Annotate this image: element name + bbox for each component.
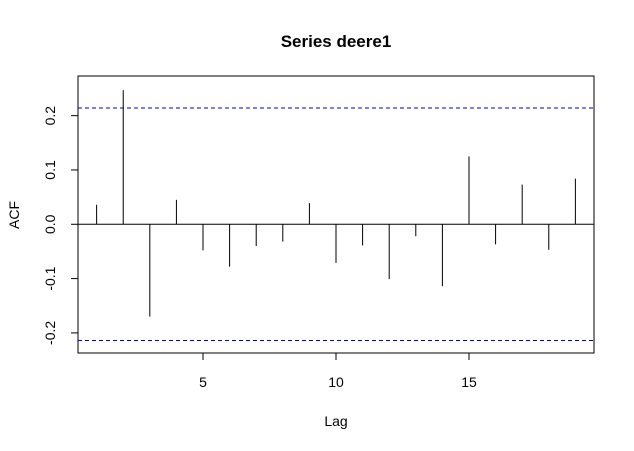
y-axis: -0.2 -0.1 0.0 0.1 0.2 [42, 106, 79, 345]
x-tick-label: 5 [199, 374, 207, 390]
y-axis-label: ACF [6, 201, 22, 229]
y-tick-label: -0.2 [42, 321, 58, 345]
x-tick-label: 15 [461, 374, 477, 390]
chart-title: Series deere1 [281, 32, 392, 51]
y-tick-label: 0.2 [42, 106, 58, 126]
y-tick-label: 0.0 [42, 214, 58, 234]
confidence-lines [78, 107, 594, 342]
acf-bars [96, 90, 576, 317]
y-tick-label: -0.1 [42, 266, 58, 290]
y-tick-label: 0.1 [42, 160, 58, 180]
x-tick-label: 10 [328, 374, 344, 390]
x-axis: 5 10 15 [199, 352, 477, 390]
plot-frame [77, 75, 595, 354]
x-axis-label: Lag [324, 413, 347, 429]
